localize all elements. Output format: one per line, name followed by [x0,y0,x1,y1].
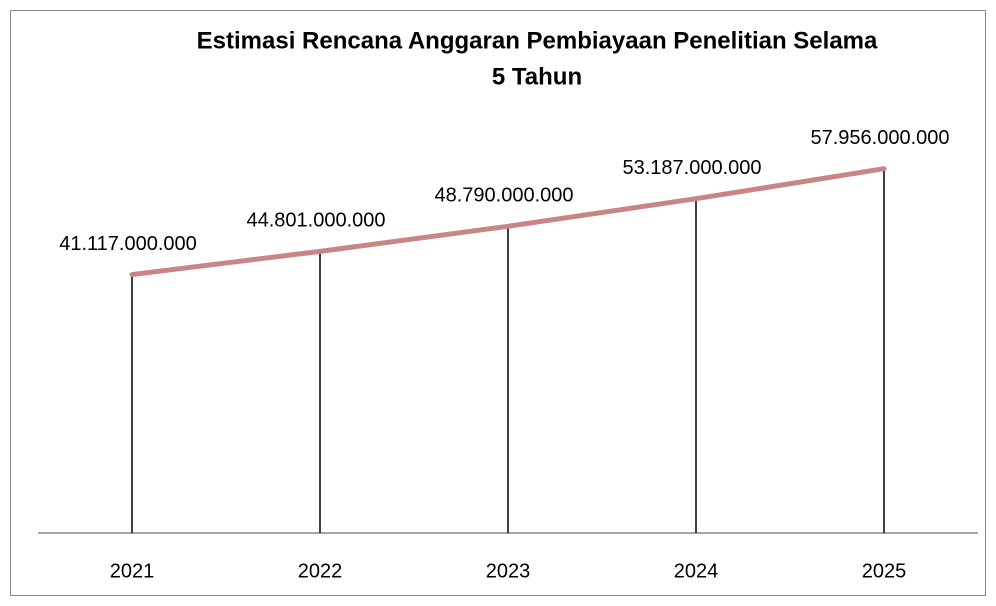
x-tick-label: 2024 [674,560,719,582]
chart-title: Estimasi Rencana Anggaran Pembiayaan Pen… [197,27,878,54]
data-label: 48.790.000.000 [434,185,573,207]
chart-border [10,10,986,596]
data-label: 41.117.000.000 [59,233,197,255]
data-label: 44.801.000.000 [246,210,385,232]
x-tick-label: 2025 [862,560,907,582]
x-tick-label: 2022 [298,560,343,582]
data-label: 53.187.000.000 [622,157,761,179]
x-tick-label: 2023 [486,560,531,582]
data-label: 57.956.000.000 [810,127,949,149]
chart-title: 5 Tahun [492,63,582,90]
series-line [129,166,887,278]
x-tick-label: 2021 [110,560,155,582]
